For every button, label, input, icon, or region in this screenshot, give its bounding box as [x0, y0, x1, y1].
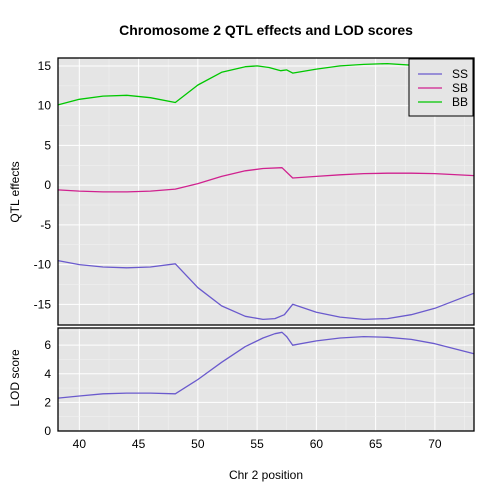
x-tick-label: 55 — [250, 437, 264, 451]
series-line-sb — [57, 167, 475, 193]
chart-title: Chromosome 2 QTL effects and LOD scores — [119, 22, 413, 38]
legend-label-ss: SS — [452, 67, 468, 81]
y-tick-label: -15 — [34, 297, 52, 311]
y-tick-label: -5 — [40, 218, 51, 232]
y-tick-label: 0 — [44, 424, 51, 438]
x-axis-ticks: 40 45 50 55 60 65 70 — [73, 437, 442, 451]
lod-score-frame — [57, 327, 475, 432]
lod-score-gridlines — [58, 328, 474, 432]
y-tick-label: 15 — [38, 59, 52, 73]
qtl-effects-y-ticks: -15 -10 -5 0 5 10 15 — [34, 59, 52, 311]
lod-score-y-ticks: 0 2 4 6 — [44, 338, 51, 438]
y-tick-label: 2 — [44, 395, 51, 409]
series-line-ss — [57, 259, 475, 321]
x-tick-label: 65 — [369, 437, 383, 451]
qtl-effects-series — [57, 62, 475, 321]
x-tick-label: 70 — [428, 437, 442, 451]
x-tick-label: 40 — [73, 437, 87, 451]
y-tick-label: 4 — [44, 367, 51, 381]
y-tick-label: 6 — [44, 338, 51, 352]
y-tick-label: 0 — [44, 178, 51, 192]
qtl-effects-frame — [57, 57, 475, 326]
legend: SS SB BB — [408, 58, 474, 117]
x-tick-label: 60 — [310, 437, 324, 451]
y-tick-label: 5 — [44, 138, 51, 152]
qtl-effects-y-axis-label: QTL effects — [8, 161, 22, 222]
y-tick-label: 10 — [38, 99, 52, 113]
legend-label-sb: SB — [452, 81, 468, 95]
qtl-effects-gridlines — [58, 58, 474, 325]
series-line-bb — [57, 62, 435, 106]
x-tick-label: 50 — [191, 437, 205, 451]
lod-score-y-axis-label: LOD score — [8, 349, 22, 407]
lod-score-plot-area — [58, 328, 474, 431]
x-tick-label: 45 — [132, 437, 146, 451]
series-line-lod-0 — [57, 331, 475, 399]
qtl-effects-panel: -15 -10 -5 0 5 10 15 QTL effects SS SB BB — [8, 57, 475, 326]
legend-label-bb: BB — [452, 95, 468, 109]
lod-score-series — [57, 331, 475, 399]
y-tick-label: -10 — [34, 258, 52, 272]
lod-score-panel: 0 2 4 6 LOD score — [8, 327, 475, 438]
x-axis-label: Chr 2 position — [229, 468, 303, 482]
